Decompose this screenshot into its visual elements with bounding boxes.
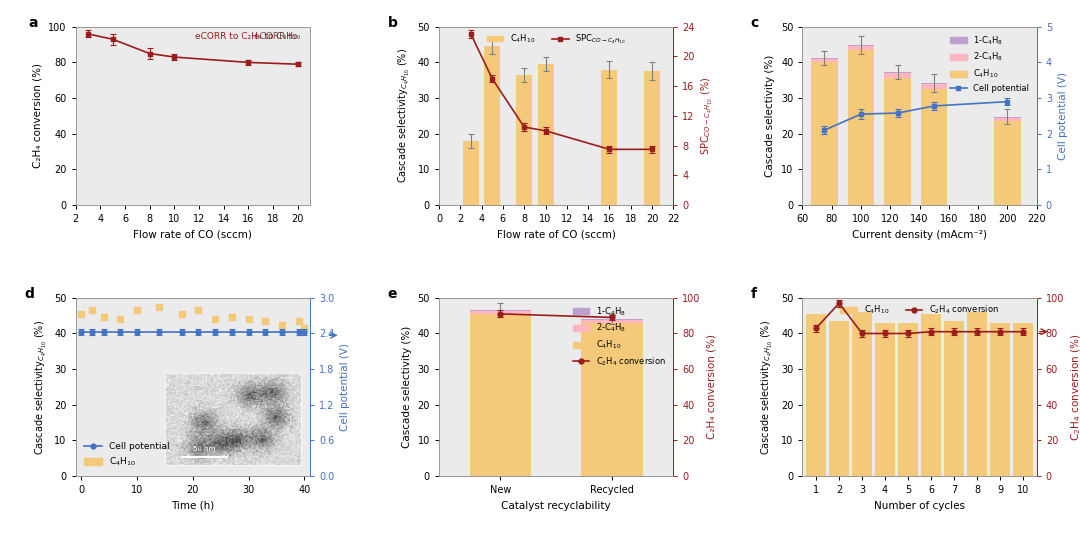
Bar	[944, 321, 963, 476]
Bar	[811, 63, 837, 205]
Y-axis label: C₂H₄ conversion (%): C₂H₄ conversion (%)	[32, 64, 42, 169]
Y-axis label: Cascade selectivity (%): Cascade selectivity (%)	[766, 55, 775, 177]
Bar	[516, 75, 532, 205]
Point	[296, 324, 313, 332]
Point	[95, 313, 112, 322]
Legend: Cell potential, C$_4$H$_{10}$: Cell potential, C$_4$H$_{10}$	[80, 438, 173, 472]
X-axis label: Flow rate of CO (sccm): Flow rate of CO (sccm)	[134, 230, 253, 240]
Bar	[995, 121, 1021, 205]
Bar	[990, 323, 1010, 476]
Point	[291, 317, 308, 325]
Point	[84, 306, 102, 315]
Point	[206, 315, 224, 324]
Bar	[602, 70, 618, 205]
Point	[173, 310, 190, 318]
Bar	[463, 141, 478, 205]
Legend: 1-C$_4$H$_8$, 2-C$_4$H$_8$, C$_4$H$_{10}$, C$_2$H$_4$ conversion: 1-C$_4$H$_8$, 2-C$_4$H$_8$, C$_4$H$_{10}…	[569, 302, 670, 371]
X-axis label: Current density (mAcm⁻²): Current density (mAcm⁻²)	[852, 230, 987, 240]
Text: e: e	[388, 287, 397, 301]
Text: c: c	[751, 16, 759, 30]
Bar	[921, 84, 947, 89]
Bar	[807, 314, 826, 476]
Bar	[968, 312, 987, 476]
Bar	[470, 311, 531, 314]
Bar	[899, 323, 918, 476]
Bar	[885, 79, 910, 205]
Bar	[885, 73, 910, 79]
Bar	[470, 310, 531, 311]
Y-axis label: C₂H₄ conversion (%): C₂H₄ conversion (%)	[706, 334, 716, 439]
Bar	[581, 323, 643, 476]
Point	[111, 315, 129, 324]
Y-axis label: Cascade selectivity$_{C_4H_{10}}$ (%): Cascade selectivity$_{C_4H_{10}}$ (%)	[33, 319, 49, 455]
Text: b: b	[388, 16, 397, 30]
Bar	[921, 314, 941, 476]
Text: f: f	[751, 287, 757, 301]
Text: a: a	[29, 16, 38, 30]
Point	[129, 306, 146, 315]
Bar	[995, 117, 1021, 118]
Bar	[1013, 323, 1032, 476]
Bar	[811, 58, 837, 59]
Point	[190, 306, 207, 315]
Y-axis label: Cell potential (V): Cell potential (V)	[340, 343, 350, 431]
Y-axis label: Cell potential (V): Cell potential (V)	[1057, 72, 1068, 160]
Bar	[848, 45, 874, 50]
Point	[257, 317, 274, 325]
Bar	[848, 50, 874, 205]
X-axis label: Number of cycles: Number of cycles	[874, 501, 966, 511]
Point	[151, 302, 168, 311]
Bar	[848, 44, 874, 45]
Legend: C$_4$H$_{10}$, C$_2$H$_4$ conversion: C$_4$H$_{10}$, C$_2$H$_4$ conversion	[837, 300, 1002, 319]
X-axis label: Catalyst recyclability: Catalyst recyclability	[501, 501, 611, 511]
Bar	[921, 83, 947, 84]
Legend: 1-C$_4$H$_8$, 2-C$_4$H$_8$, C$_4$H$_{10}$, Cell potential: 1-C$_4$H$_8$, 2-C$_4$H$_8$, C$_4$H$_{10}…	[947, 31, 1032, 97]
Bar	[581, 320, 643, 323]
Bar	[829, 321, 849, 476]
Bar	[470, 314, 531, 476]
Y-axis label: Cascade selectivity$_{C_4H_{10}}$ (%): Cascade selectivity$_{C_4H_{10}}$ (%)	[397, 48, 413, 184]
Point	[273, 320, 291, 329]
Y-axis label: SPC$_{CO-C_4H_{10}}$ (%): SPC$_{CO-C_4H_{10}}$ (%)	[700, 77, 715, 155]
Legend: C$_4$H$_{10}$, SPC$_{CO-C_4H_{10}}$: C$_4$H$_{10}$, SPC$_{CO-C_4H_{10}}$	[483, 29, 630, 49]
Y-axis label: Cascade selectivity (%): Cascade selectivity (%)	[402, 326, 413, 448]
Bar	[875, 323, 895, 476]
Y-axis label: C$_2$H$_4$ conversion (%): C$_2$H$_4$ conversion (%)	[1070, 333, 1080, 441]
Text: eCORR to C₂H₄ to C₄H₁₀: eCORR to C₂H₄ to C₄H₁₀	[195, 32, 300, 41]
Bar	[484, 47, 500, 205]
X-axis label: Flow rate of CO (sccm): Flow rate of CO (sccm)	[497, 230, 616, 240]
Bar	[644, 71, 660, 205]
Point	[224, 313, 241, 322]
Bar	[921, 89, 947, 205]
Bar	[538, 64, 554, 205]
Y-axis label: Cascade selectivity$_{C_4H_{10}}$ (%): Cascade selectivity$_{C_4H_{10}}$ (%)	[760, 319, 775, 455]
Bar	[581, 319, 643, 320]
Bar	[995, 118, 1021, 121]
Text: d: d	[24, 287, 33, 301]
Point	[240, 315, 257, 324]
X-axis label: Time (h): Time (h)	[172, 501, 215, 511]
Bar	[852, 312, 872, 476]
Bar	[885, 72, 910, 73]
Bar	[811, 59, 837, 63]
Point	[72, 310, 90, 318]
Text: eCORR to: eCORR to	[255, 32, 300, 41]
